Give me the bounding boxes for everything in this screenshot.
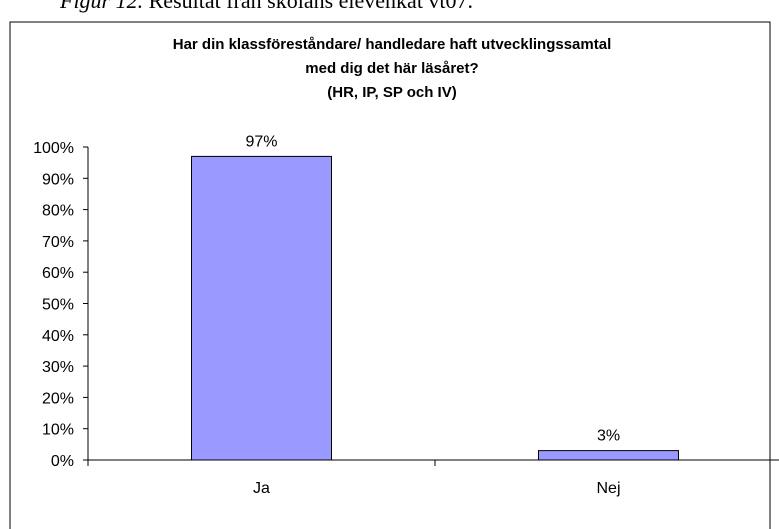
x-tick-label: Ja — [253, 480, 270, 497]
bar — [538, 450, 679, 461]
y-tick-label: 40% — [42, 328, 74, 345]
caption-text: Resultat från skolans elevenkät vt07. — [149, 0, 473, 13]
y-tick-label: 50% — [42, 297, 74, 314]
y-tick-label: 60% — [42, 265, 74, 282]
y-tick-label: 10% — [42, 422, 74, 439]
chart-title: Har din klassföreståndare/ handledare ha… — [173, 36, 612, 53]
bar — [191, 155, 332, 461]
chart-title: (HR, IP, SP och IV) — [327, 84, 456, 101]
y-tick-label: 70% — [42, 234, 74, 251]
chart-title: med dig det här läsåret? — [305, 60, 478, 77]
chart-frame — [9, 21, 771, 529]
caption-label: Figur 12. — [59, 0, 143, 13]
y-tick-label: 0% — [51, 453, 74, 470]
y-tick-label: 80% — [42, 203, 74, 220]
y-tick-label: 20% — [42, 390, 74, 407]
value-label: 3% — [597, 428, 620, 445]
caption: Figur 12. Resultat från skolans elevenkä… — [59, 0, 473, 13]
y-tick-label: 90% — [42, 171, 74, 188]
x-tick-label: Nej — [596, 480, 620, 497]
y-tick-label: 30% — [42, 359, 74, 376]
value-label: 97% — [245, 133, 277, 150]
y-tick-label: 100% — [33, 140, 74, 157]
